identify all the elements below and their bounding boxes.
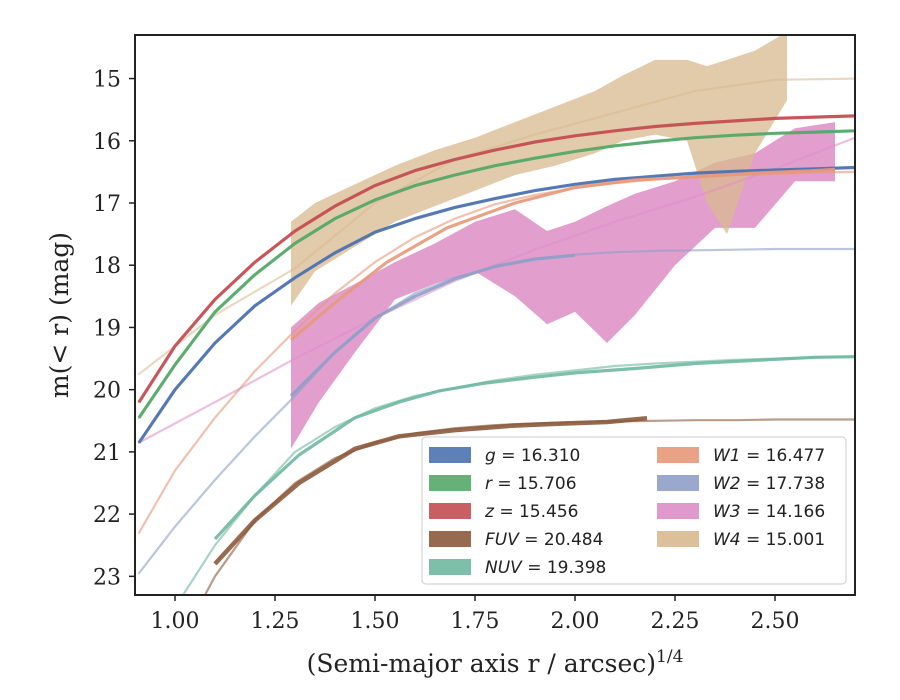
x-tick-label: 1.75 bbox=[451, 609, 500, 634]
x-tick-label: 2.50 bbox=[751, 609, 800, 634]
legend-label-w2: W2 = 17.738 bbox=[713, 474, 825, 494]
x-tick-label: 1.25 bbox=[251, 609, 300, 634]
y-axis-ticks: 15 16 17 18 19 20 21 22 23 bbox=[93, 68, 135, 590]
legend-entries: g = 16.310 r = 15.706 z = 15.456 FUV = 20.4… bbox=[429, 446, 825, 578]
data-curve-nuv bbox=[213, 355, 855, 541]
data-curve-w1 bbox=[289, 167, 836, 342]
band-w4 bbox=[291, 35, 787, 306]
legend-swatch-w3 bbox=[657, 503, 699, 519]
band-w3 bbox=[291, 122, 835, 449]
data-curve-w2 bbox=[289, 253, 576, 398]
legend-label-nuv: NUV = 19.398 bbox=[485, 558, 606, 578]
data-curve-z bbox=[137, 114, 855, 403]
legend-label-fuv: FUV = 20.484 bbox=[485, 530, 603, 550]
bands-layer bbox=[291, 35, 835, 449]
legend-swatch-fuv bbox=[429, 531, 471, 547]
legend-swatch-nuv bbox=[429, 559, 471, 575]
data-curve-r bbox=[137, 129, 855, 419]
data-curves-layer bbox=[137, 114, 855, 566]
y-axis-title: m(< r) (mag) bbox=[45, 232, 74, 398]
legend-swatch-r bbox=[429, 475, 471, 491]
y-tick-label: 22 bbox=[93, 503, 121, 528]
x-axis-title: (Semi-major axis r / arcsec)1/4 bbox=[307, 647, 684, 678]
x-tick-label: 2.00 bbox=[551, 609, 600, 634]
legend-label-z: z = 15.456 bbox=[484, 502, 578, 522]
legend-label-w1: W1 = 16.477 bbox=[713, 446, 825, 466]
x-tick-label: 1.00 bbox=[151, 609, 200, 634]
legend-swatch-g bbox=[429, 447, 471, 463]
legend: g = 16.310 r = 15.706 z = 15.456 FUV = 20.4… bbox=[421, 436, 847, 585]
legend-label-r: r = 15.706 bbox=[485, 474, 577, 494]
y-tick-label: 19 bbox=[93, 316, 121, 341]
y-tick-label: 23 bbox=[93, 565, 121, 590]
y-tick-label: 20 bbox=[93, 379, 121, 404]
x-tick-label: 2.25 bbox=[651, 609, 700, 634]
x-axis-ticks: 1.00 1.25 1.50 1.75 2.00 2.25 2.50 bbox=[151, 595, 800, 634]
y-tick-label: 21 bbox=[93, 441, 121, 466]
legend-swatch-w2 bbox=[657, 475, 699, 491]
model-curve-w4 bbox=[137, 77, 855, 376]
legend-swatch-w1 bbox=[657, 447, 699, 463]
legend-label-w4: W4 = 15.001 bbox=[713, 530, 825, 550]
legend-label-g: g = 16.310 bbox=[485, 446, 580, 466]
y-tick-label: 18 bbox=[93, 254, 121, 279]
y-tick-label: 17 bbox=[93, 192, 121, 217]
y-tick-label: 16 bbox=[93, 130, 121, 155]
legend-swatch-w4 bbox=[657, 531, 699, 547]
plot-frame bbox=[134, 34, 856, 596]
legend-label-w3: W3 = 14.166 bbox=[713, 502, 825, 522]
y-tick-label: 15 bbox=[93, 68, 121, 93]
data-curve-g bbox=[137, 165, 855, 444]
x-tick-label: 1.50 bbox=[351, 609, 400, 634]
data-curve-fuv bbox=[213, 416, 648, 566]
legend-swatch-z bbox=[429, 503, 471, 519]
legend-frame bbox=[421, 436, 847, 585]
